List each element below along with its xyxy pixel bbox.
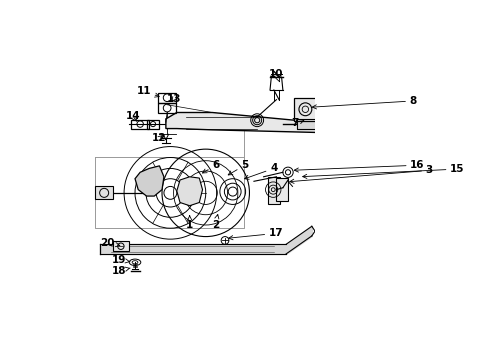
Text: 15: 15	[303, 164, 465, 179]
Text: 2: 2	[212, 215, 219, 230]
Text: 9: 9	[0, 359, 1, 360]
Text: 12: 12	[152, 133, 167, 143]
Polygon shape	[297, 119, 321, 129]
Text: 1: 1	[186, 216, 193, 230]
Bar	[158, 93, 176, 103]
Bar	[268, 177, 280, 204]
Text: 17: 17	[229, 228, 283, 240]
Text: 3: 3	[290, 165, 433, 183]
Bar	[294, 98, 317, 121]
Text: 10: 10	[269, 69, 284, 82]
Bar	[131, 120, 149, 129]
Text: 11: 11	[137, 86, 159, 97]
Bar	[158, 103, 176, 113]
Text: 13: 13	[166, 94, 181, 104]
Text: 8: 8	[312, 96, 417, 109]
Text: 14: 14	[126, 111, 141, 121]
Bar	[276, 178, 288, 201]
Polygon shape	[166, 112, 328, 132]
Bar	[147, 120, 159, 129]
Polygon shape	[177, 177, 202, 206]
Text: 20: 20	[100, 238, 120, 248]
Text: 7: 7	[292, 118, 304, 129]
Text: 16: 16	[294, 160, 425, 172]
Text: 6: 6	[202, 160, 220, 173]
Bar	[95, 186, 113, 199]
Text: 5: 5	[228, 160, 248, 175]
Text: 18: 18	[112, 266, 130, 276]
Text: 4: 4	[245, 163, 277, 179]
Bar	[113, 241, 128, 251]
Text: 19: 19	[112, 255, 130, 265]
Polygon shape	[135, 166, 164, 196]
